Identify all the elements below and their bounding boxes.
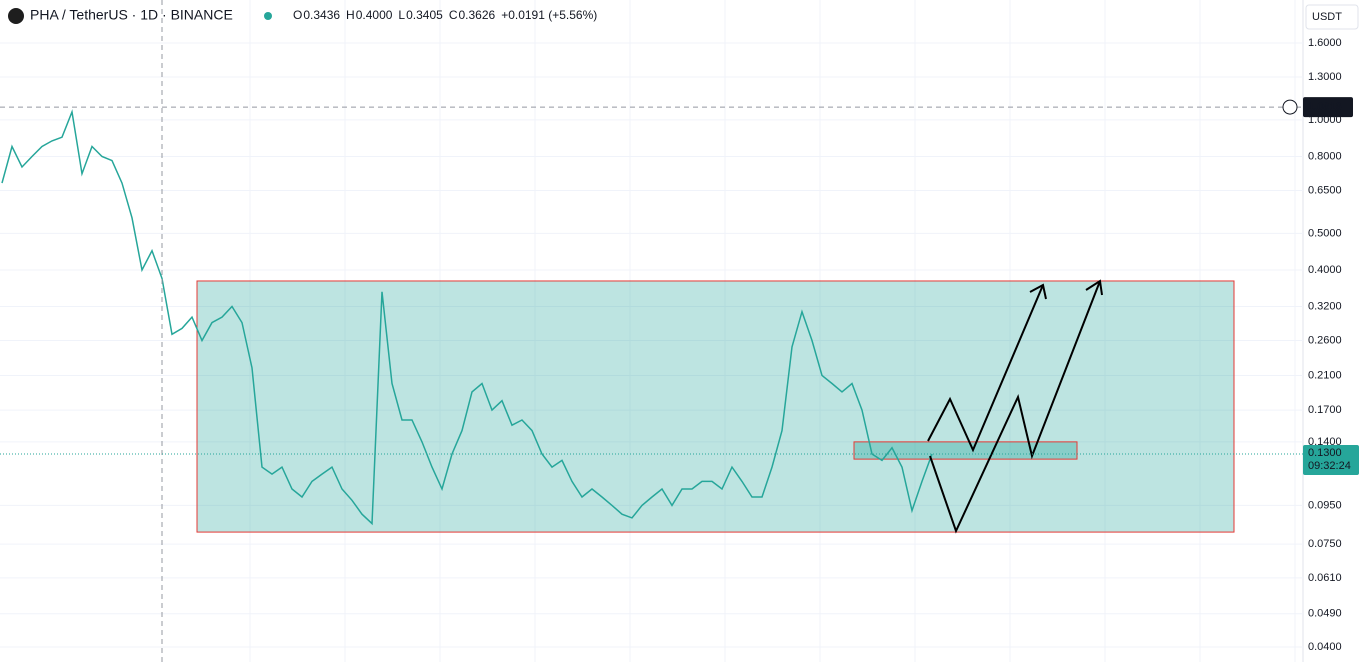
y-tick-label: 0.4000	[1308, 264, 1342, 276]
price-line	[1, 109, 933, 526]
y-tick-label: 0.3200	[1308, 300, 1342, 312]
y-tick-label: 1.6000	[1308, 37, 1342, 49]
ohlc-value: 0.3405	[406, 8, 443, 22]
range-zone	[196, 280, 1235, 533]
y-tick-label: 0.0490	[1308, 608, 1342, 620]
price-change: +0.0191 (+5.56%)	[501, 8, 597, 22]
y-tick-label: 0.0400	[1308, 641, 1342, 653]
last-price-bg	[1303, 445, 1359, 476]
y-tick-label: 0.5000	[1308, 227, 1342, 239]
y-tick-label: 0.1700	[1308, 404, 1342, 416]
y-tick-label: 0.1400	[1308, 436, 1342, 448]
range-zone	[853, 441, 1078, 460]
ohlc-value: 0.3436	[303, 8, 340, 22]
crosshair-add-button[interactable]	[1282, 99, 1298, 115]
ohlc-value: 0.4000	[356, 8, 393, 22]
currency-label: USDT	[1312, 11, 1342, 23]
currency-button[interactable]	[1305, 4, 1359, 30]
ohlc-key: L	[398, 8, 405, 22]
market-status	[264, 12, 272, 20]
countdown-label: 09:32:24	[1308, 460, 1351, 472]
symbol-title: PHA / TetherUS · 1D · BINANCE	[30, 7, 233, 23]
y-tick-label: 0.2100	[1308, 369, 1342, 381]
symbol-logo	[8, 8, 24, 24]
ohlc-key: C	[449, 8, 458, 22]
ohlc-key: H	[346, 8, 355, 22]
crosshair-price-label: 1.0816	[1308, 101, 1342, 113]
crosshair-label-bg	[1303, 97, 1353, 118]
ohlc-value: 0.3626	[458, 8, 495, 22]
y-tick-label: 0.6500	[1308, 184, 1342, 196]
y-tick-label: 0.0610	[1308, 572, 1342, 584]
y-tick-label: 1.3000	[1308, 71, 1342, 83]
ohlc-key: O	[293, 8, 302, 22]
projection-arrows	[927, 279, 1103, 534]
last-price-label: 0.1300	[1308, 447, 1342, 459]
y-tick-label: 0.2600	[1308, 334, 1342, 346]
y-tick-label: 0.0750	[1308, 538, 1342, 550]
y-tick-label: 0.8000	[1308, 150, 1342, 162]
y-tick-label: 0.0950	[1308, 499, 1342, 511]
